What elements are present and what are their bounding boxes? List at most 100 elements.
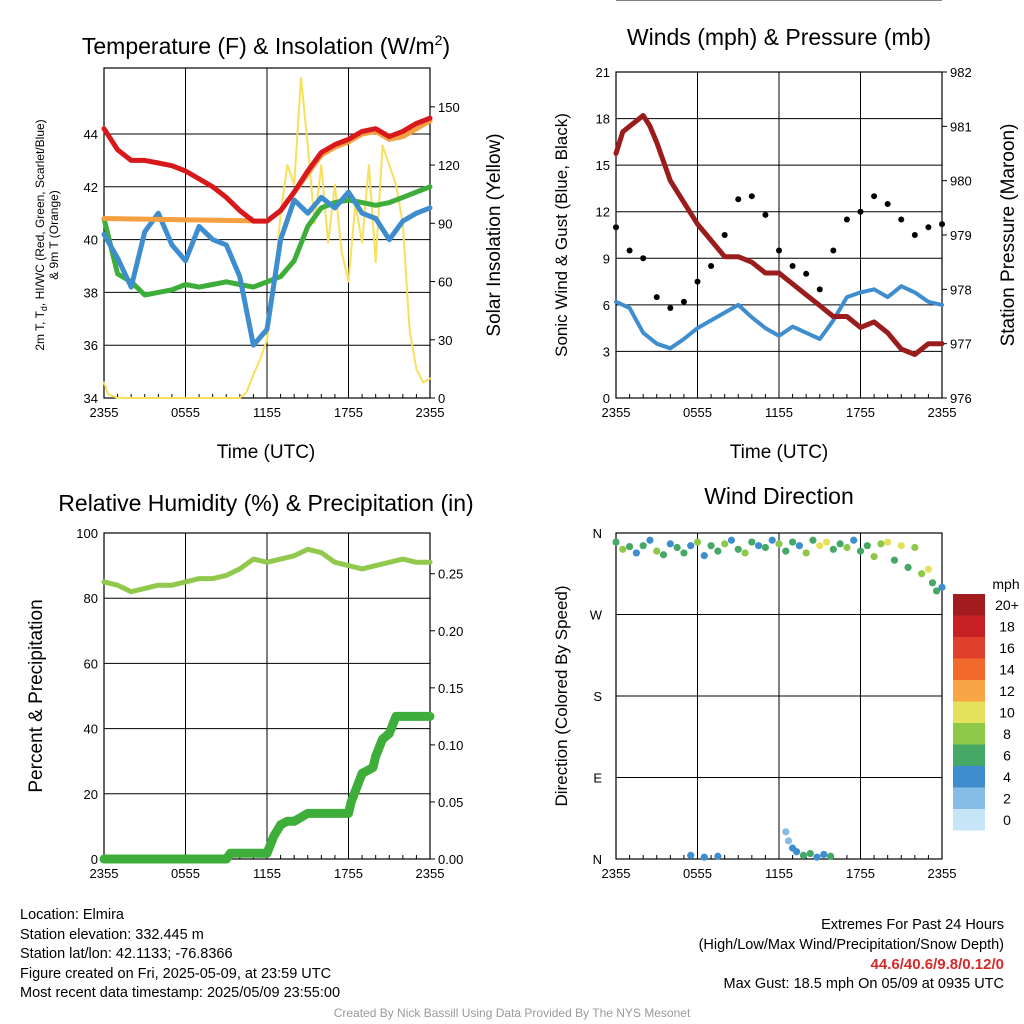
y-tick-label: 44 [84,127,98,142]
direction-tick-label: W [590,608,603,623]
gust-point [762,211,769,218]
y-tick-label: 34 [84,391,98,406]
direction-point [863,542,871,550]
dewpoint-line [101,184,433,298]
legend-label: 20+ [995,597,1019,613]
y-tick-label: N [601,0,610,3]
gust-point [830,247,837,254]
direction-point [625,542,634,551]
sonic-wind-line [614,284,944,351]
y-tick-label: N [601,0,610,3]
y-tick-label: 21 [596,65,610,80]
legend-swatch [953,658,985,680]
direction-point [827,852,835,860]
y-tick-label: 42 [84,180,98,195]
x-tick-label: 1755 [334,866,363,881]
y-tick-label: 20 [84,787,98,802]
direction-point [911,543,919,552]
y-tick-label: 36 [84,338,98,353]
gust-point [640,255,647,262]
direction-point [806,849,814,858]
y-tick-label: 0 [91,852,98,867]
y2-tick-label: 0.00 [438,852,463,867]
x-tick-label: 2355 [416,866,445,881]
y-tick-label: 6 [603,298,610,313]
direction-point [890,556,899,564]
direction-point [784,837,793,845]
humidity-panel: Relative Humidity (%) & Precipitation (i… [26,490,474,881]
gust-point [735,196,742,203]
y2-tick-label: 976 [950,391,972,406]
direction-point [802,549,810,557]
legend-label: 6 [1003,747,1011,763]
x-tick-label: 1755 [846,866,875,881]
y-tick-label: 3 [603,344,610,359]
x-tick-label: 1155 [253,405,281,420]
direction-point [884,538,892,546]
y2-tick-label: 979 [950,228,972,243]
direction-point [687,542,695,550]
x-tick-label: 2355 [90,405,119,420]
direction-point [924,565,933,573]
direction-point [836,540,844,548]
direction-point [700,552,708,560]
direction-point [632,549,640,557]
y2-tick-label: 0.15 [438,681,463,696]
direction-point [782,547,790,555]
temperature-panel: Temperature (F) & Insolation (W/m2) Time… [33,32,505,463]
direction-point [707,542,715,550]
legend-swatch [953,809,985,831]
wind-direction-panel-title: Wind Direction [704,483,854,509]
legend-swatch [953,637,985,659]
x-tick-label: 1155 [765,866,793,881]
direction-point [850,536,858,544]
y2-tick-label: 982 [950,65,972,80]
legend-swatch [953,701,985,723]
speed-legend-title: mph [992,576,1019,592]
gust-point [857,208,864,215]
y2-tick-label: 981 [950,119,972,134]
y-tick-label: 60 [84,656,98,671]
direction-point [809,536,817,544]
gust-point [911,232,918,238]
x-tick-label: 0555 [171,866,200,881]
y-tick-label: S [601,0,610,3]
legend-label: 12 [999,683,1015,699]
temperature-y-label: 2m T, Td, HI/WC (Red, Green, Scarlet/Blu… [33,119,49,350]
y-tick-label: 15 [596,158,610,173]
gust-point [776,247,782,254]
direction-point [755,542,763,550]
winds-panel-title: Winds (mph) & Pressure (mb) [627,24,931,50]
direction-point [734,545,742,553]
direction-point [700,853,708,861]
direction-point [727,536,736,544]
direction-point [653,547,661,555]
direction-point [829,545,837,553]
direction-point [938,583,946,591]
station-info: Location: Elmira Station elevation: 332.… [20,906,340,1004]
wind-direction-y-label: Direction (Colored By Speed) [552,585,571,806]
direction-point [721,540,729,548]
legend-label: 0 [1003,812,1011,828]
credit-line: Created By Nick Bassill Using Data Provi… [333,1006,691,1020]
direction-tick-label: N [593,526,602,541]
y-tick-label: 80 [84,591,98,606]
direction-tick-label: E [593,771,602,786]
gust-point [721,232,728,238]
direction-point [693,538,702,546]
station-elevation: Station elevation: 332.445 m [20,926,204,943]
extremes-fields: (High/Low/Max Wind/Precipitation/Snow De… [698,936,1004,953]
y2-tick-label: 980 [950,174,972,189]
direction-point [918,570,926,578]
legend-swatch [953,723,985,745]
y2-tick-label: 30 [438,333,452,348]
direction-point [673,543,681,552]
direction-tick-label: S [593,689,602,704]
direction-point [856,547,865,555]
x-tick-label: 1155 [765,405,793,420]
direction-point [741,549,749,557]
gust-point [667,304,674,311]
pressure-line [613,113,945,357]
legend-label: 10 [999,704,1015,720]
y-tick-label: 100 [76,526,98,541]
